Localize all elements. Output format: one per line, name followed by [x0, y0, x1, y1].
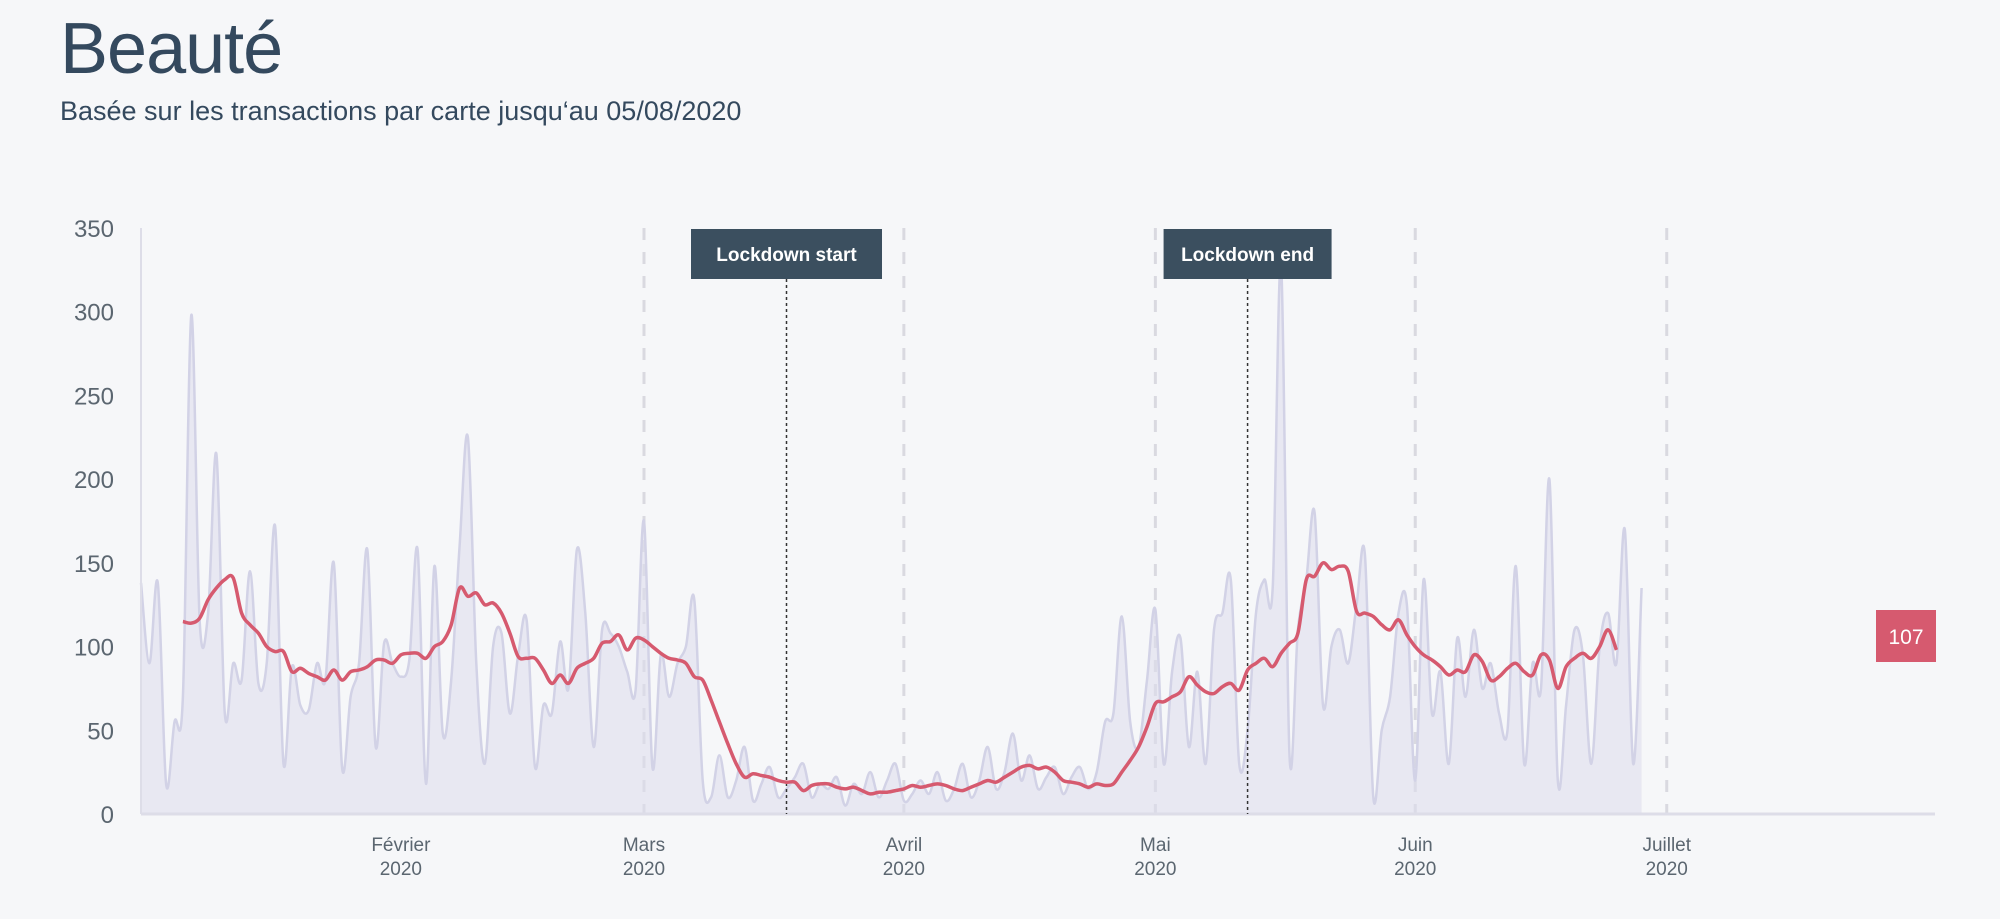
average-line [182, 561, 1619, 796]
y-tick-label: 350 [74, 216, 114, 243]
last-value-label: 107 [1888, 626, 1923, 649]
annotation-label: Lockdown end [1181, 245, 1314, 266]
x-tick-label: 2020 [1646, 859, 1688, 880]
annotation-box [691, 229, 883, 279]
x-tick-label: 2020 [380, 859, 422, 880]
x-tick-label: Juillet [1642, 835, 1691, 856]
annotation-box [1163, 229, 1332, 279]
daily-area [141, 262, 1642, 814]
daily-line [139, 261, 1643, 807]
page-title: Beauté [60, 9, 283, 89]
y-tick-label: 300 [74, 300, 114, 327]
x-tick-label: Mai [1140, 835, 1171, 856]
x-tick-label: Février [371, 835, 431, 856]
y-tick-label: 100 [74, 635, 114, 662]
x-tick-label: Juin [1398, 835, 1433, 856]
y-tick-label: 200 [74, 467, 114, 494]
x-tick-label: 2020 [1394, 859, 1436, 880]
last-value-badge [1876, 610, 1936, 662]
x-tick-label: Mars [623, 835, 665, 856]
x-tick-label: 2020 [883, 859, 925, 880]
y-tick-label: 150 [74, 551, 114, 578]
y-tick-label: 0 [101, 802, 114, 829]
x-tick-label: 2020 [1134, 859, 1176, 880]
annotation-label: Lockdown start [716, 245, 857, 266]
page-subtitle: Basée sur les transactions par carte jus… [60, 96, 742, 126]
x-tick-label: Avril [886, 835, 923, 856]
x-tick-label: 2020 [623, 859, 665, 880]
y-tick-label: 250 [74, 383, 114, 410]
y-tick-label: 50 [87, 718, 114, 745]
